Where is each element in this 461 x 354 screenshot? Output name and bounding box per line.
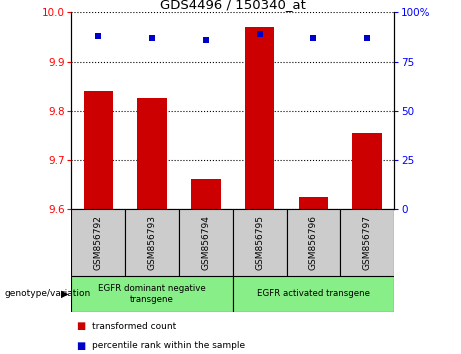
Bar [83,91,113,209]
Point [256,31,263,37]
Text: GSM856795: GSM856795 [255,215,264,270]
Bar [353,133,382,209]
Bar [71,209,125,276]
Point [310,35,317,41]
Bar [137,98,167,209]
Bar [340,209,394,276]
Bar [233,276,394,312]
Point [364,35,371,41]
Text: ■: ■ [76,321,85,331]
Text: EGFR activated transgene: EGFR activated transgene [257,289,370,298]
Point [95,33,102,39]
Text: GSM856796: GSM856796 [309,215,318,270]
Text: GSM856793: GSM856793 [148,215,157,270]
Text: EGFR dominant negative
transgene: EGFR dominant negative transgene [98,284,206,303]
Bar [245,27,274,209]
Text: GSM856792: GSM856792 [94,215,103,270]
Bar [179,209,233,276]
Text: GSM856797: GSM856797 [363,215,372,270]
Bar [71,276,233,312]
Text: percentile rank within the sample: percentile rank within the sample [92,341,245,350]
Title: GDS4496 / 150340_at: GDS4496 / 150340_at [160,0,306,11]
Point [202,37,210,43]
Text: GSM856794: GSM856794 [201,215,210,270]
Bar [125,209,179,276]
Point [148,35,156,41]
Bar [299,196,328,209]
Text: transformed count: transformed count [92,322,177,331]
Bar [191,179,221,209]
Text: ■: ■ [76,341,85,350]
Text: genotype/variation: genotype/variation [5,289,91,298]
Bar [233,209,287,276]
Text: ▶: ▶ [61,289,68,299]
Bar [287,209,340,276]
